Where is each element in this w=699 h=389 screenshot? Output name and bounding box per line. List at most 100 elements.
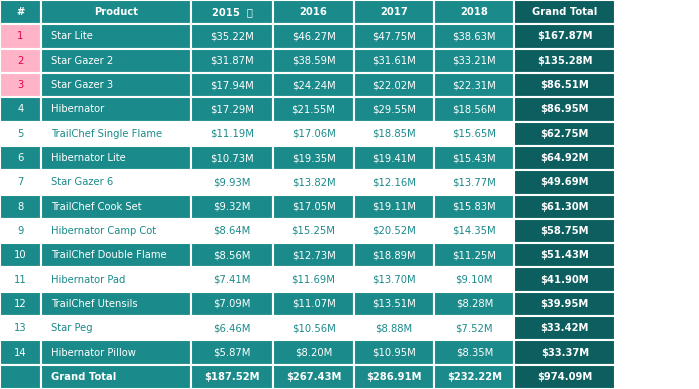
Text: $8.64M: $8.64M bbox=[213, 226, 251, 236]
Text: $17.29M: $17.29M bbox=[210, 104, 254, 114]
Bar bbox=[434, 219, 514, 243]
Text: TrailChef Cook Set: TrailChef Cook Set bbox=[51, 202, 142, 212]
Text: $13.70M: $13.70M bbox=[372, 275, 416, 285]
Bar bbox=[514, 73, 615, 97]
Text: $10.95M: $10.95M bbox=[372, 347, 416, 357]
Bar bbox=[514, 97, 615, 121]
Text: Star Lite: Star Lite bbox=[51, 32, 93, 42]
Bar bbox=[354, 49, 434, 73]
Text: $19.11M: $19.11M bbox=[372, 202, 416, 212]
Text: 7: 7 bbox=[17, 177, 24, 187]
Bar bbox=[191, 243, 273, 268]
Text: Hibernator Camp Cot: Hibernator Camp Cot bbox=[51, 226, 156, 236]
Bar bbox=[191, 316, 273, 340]
Bar bbox=[434, 316, 514, 340]
Bar bbox=[41, 97, 191, 121]
Bar bbox=[41, 219, 191, 243]
Text: Hibernator: Hibernator bbox=[51, 104, 104, 114]
Text: 14: 14 bbox=[14, 347, 27, 357]
Bar bbox=[41, 146, 191, 170]
Text: $18.85M: $18.85M bbox=[372, 129, 416, 139]
Text: 11: 11 bbox=[14, 275, 27, 285]
Text: $41.90M: $41.90M bbox=[540, 275, 589, 285]
Bar bbox=[514, 365, 615, 389]
Bar bbox=[434, 146, 514, 170]
Bar bbox=[273, 97, 354, 121]
Bar bbox=[0, 146, 41, 170]
Bar bbox=[273, 340, 354, 365]
Text: $267.43M: $267.43M bbox=[286, 372, 341, 382]
Text: 13: 13 bbox=[14, 323, 27, 333]
Bar bbox=[41, 340, 191, 365]
Text: Hibernator Pillow: Hibernator Pillow bbox=[51, 347, 136, 357]
Text: $11.25M: $11.25M bbox=[452, 250, 496, 260]
Text: $17.05M: $17.05M bbox=[291, 202, 336, 212]
Bar bbox=[434, 340, 514, 365]
Bar bbox=[514, 121, 615, 146]
Bar bbox=[191, 340, 273, 365]
Text: 12: 12 bbox=[14, 299, 27, 309]
Bar bbox=[191, 170, 273, 194]
Text: 9: 9 bbox=[17, 226, 24, 236]
Text: 2015  ᛣ: 2015 ᛣ bbox=[212, 7, 252, 17]
Bar bbox=[191, 268, 273, 292]
Bar bbox=[191, 121, 273, 146]
Text: 2016: 2016 bbox=[300, 7, 327, 17]
Bar bbox=[41, 243, 191, 268]
Bar bbox=[434, 121, 514, 146]
Text: $12.73M: $12.73M bbox=[291, 250, 336, 260]
Text: $46.27M: $46.27M bbox=[291, 32, 336, 42]
Bar bbox=[191, 146, 273, 170]
Text: TrailChef Utensils: TrailChef Utensils bbox=[51, 299, 138, 309]
Bar bbox=[0, 25, 41, 49]
Bar bbox=[434, 243, 514, 268]
Bar bbox=[514, 170, 615, 194]
Text: $51.43M: $51.43M bbox=[540, 250, 589, 260]
Bar bbox=[0, 97, 41, 121]
Bar bbox=[354, 316, 434, 340]
Bar bbox=[0, 0, 41, 25]
Bar bbox=[273, 365, 354, 389]
Text: $22.02M: $22.02M bbox=[372, 80, 416, 90]
Text: TrailChef Single Flame: TrailChef Single Flame bbox=[51, 129, 162, 139]
Text: $135.28M: $135.28M bbox=[537, 56, 593, 66]
Bar bbox=[273, 0, 354, 25]
Text: Grand Total: Grand Total bbox=[51, 372, 116, 382]
Bar bbox=[0, 49, 41, 73]
Text: Grand Total: Grand Total bbox=[532, 7, 598, 17]
Bar bbox=[0, 219, 41, 243]
Text: #: # bbox=[16, 7, 24, 17]
Text: $10.73M: $10.73M bbox=[210, 153, 254, 163]
Bar bbox=[191, 97, 273, 121]
Bar bbox=[354, 340, 434, 365]
Text: $167.87M: $167.87M bbox=[537, 32, 593, 42]
Bar bbox=[354, 243, 434, 268]
Text: $7.09M: $7.09M bbox=[213, 299, 251, 309]
Bar bbox=[354, 0, 434, 25]
Bar bbox=[514, 340, 615, 365]
Bar bbox=[273, 194, 354, 219]
Text: 3: 3 bbox=[17, 80, 23, 90]
Bar bbox=[354, 292, 434, 316]
Bar bbox=[191, 49, 273, 73]
Text: $974.09M: $974.09M bbox=[537, 372, 593, 382]
Text: $19.35M: $19.35M bbox=[291, 153, 336, 163]
Bar bbox=[514, 268, 615, 292]
Text: TrailChef Double Flame: TrailChef Double Flame bbox=[51, 250, 166, 260]
Text: $33.42M: $33.42M bbox=[540, 323, 589, 333]
Text: $86.95M: $86.95M bbox=[540, 104, 589, 114]
Text: $14.35M: $14.35M bbox=[452, 226, 496, 236]
Bar bbox=[191, 219, 273, 243]
Bar bbox=[0, 121, 41, 146]
Bar bbox=[514, 243, 615, 268]
Text: 1: 1 bbox=[17, 32, 24, 42]
Bar bbox=[273, 292, 354, 316]
Text: $62.75M: $62.75M bbox=[540, 129, 589, 139]
Text: $17.06M: $17.06M bbox=[291, 129, 336, 139]
Text: Hibernator Pad: Hibernator Pad bbox=[51, 275, 125, 285]
Text: $15.25M: $15.25M bbox=[291, 226, 336, 236]
Bar bbox=[273, 73, 354, 97]
Text: $13.51M: $13.51M bbox=[372, 299, 416, 309]
Text: $38.63M: $38.63M bbox=[452, 32, 496, 42]
Bar bbox=[191, 73, 273, 97]
